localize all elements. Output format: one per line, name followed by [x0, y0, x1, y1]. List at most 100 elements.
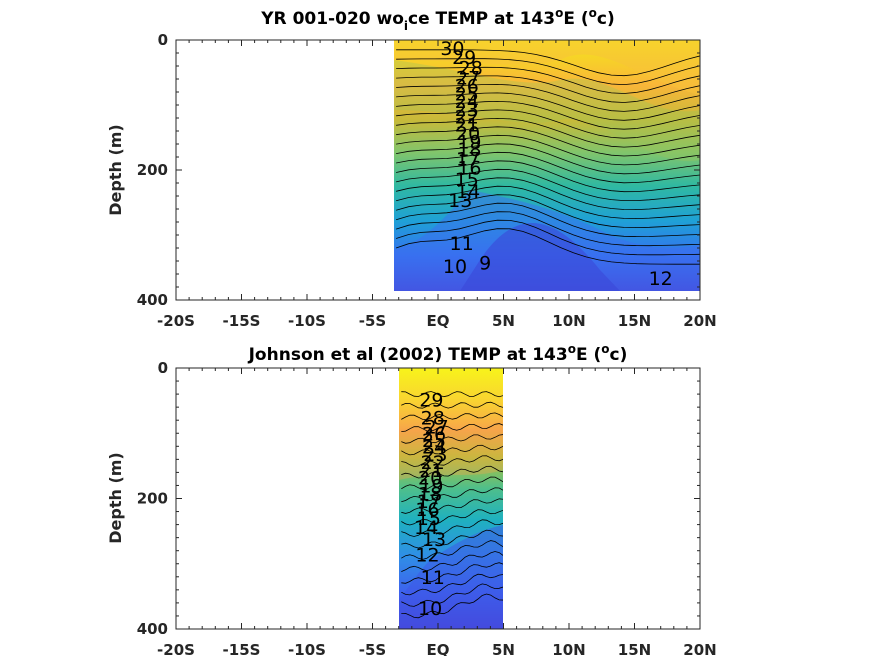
bottom-contour-label: 12 — [415, 545, 439, 567]
top-contour-line — [396, 58, 700, 86]
top-contour-label: 13 — [448, 190, 472, 212]
top-x-tick-label: 10N — [552, 312, 585, 330]
top-contour-label: 27 — [456, 68, 480, 90]
top-contour-label: 25 — [455, 83, 479, 105]
bottom-contour-label: 11 — [421, 567, 445, 589]
bottom-x-tick-label: EQ — [427, 641, 450, 656]
bottom-contour-label: 19 — [419, 475, 443, 497]
bottom-x-tick-label: -10S — [288, 641, 326, 656]
bottom-contour-label: 27 — [425, 417, 449, 439]
bottom-contour-line — [401, 583, 503, 607]
top-contour-label: 11 — [449, 233, 473, 255]
top-contour-label: 29 — [452, 47, 476, 69]
top-warm-layer — [394, 40, 700, 95]
top-contour-line — [396, 168, 700, 201]
bottom-contour-line — [401, 573, 503, 596]
bottom-contour-label: 26 — [422, 423, 446, 445]
top-contour-line — [396, 177, 700, 211]
bottom-x-tick-labels: -20S -15S -10S -5S EQ 5N 10N 15N 20N — [157, 641, 717, 656]
top-contour-label: 26 — [455, 76, 479, 98]
bottom-contour-line — [401, 487, 503, 503]
bottom-y-tick-label: 200 — [137, 490, 168, 508]
bottom-y-tick-labels: 0 200 400 — [137, 359, 168, 638]
bottom-contour-label: 16 — [415, 499, 439, 521]
top-contour-line — [396, 109, 700, 139]
top-chart-title: YR 001-020 woice TEMP at 143oE (oc) — [260, 6, 615, 33]
top-contour-label: 10 — [443, 256, 467, 278]
top-contour-line — [395, 194, 700, 229]
top-contour-line — [396, 160, 700, 193]
top-contour-label: 14 — [456, 181, 480, 203]
bottom-y-tick-label: 0 — [158, 359, 168, 377]
top-x-tick-label: 15N — [618, 312, 651, 330]
bottom-contour-line — [401, 551, 503, 572]
bottom-cold-layer — [399, 525, 503, 629]
top-x-tick-label: -20S — [157, 312, 195, 330]
bottom-x-tick-label: -5S — [359, 641, 386, 656]
bottom-contour-line — [401, 593, 503, 619]
top-contour-label: 16 — [457, 157, 481, 179]
bottom-contour-label: 20 — [418, 468, 442, 490]
bottom-ticks — [175, 367, 701, 630]
bottom-contour-label: 21 — [419, 460, 443, 482]
bottom-contour-line — [401, 412, 503, 421]
top-contour-line — [396, 134, 700, 166]
top-contour-line — [395, 211, 700, 247]
top-y-tick-labels: 0 200 400 — [137, 31, 168, 309]
bottom-x-tick-label: 10N — [552, 641, 585, 656]
top-contour-label: 19 — [457, 131, 481, 153]
top-contour-line — [396, 66, 700, 94]
top-contour-label: 21 — [455, 115, 479, 137]
bottom-contour-label: 13 — [422, 529, 446, 551]
bottom-contour-line — [401, 529, 503, 549]
top-x-tick-label: -5S — [359, 312, 386, 330]
bottom-contour-label: 29 — [419, 389, 443, 411]
top-x-tick-label: 20N — [683, 312, 716, 330]
top-chart: YR 001-020 woice TEMP at 143oE (oc) 3029… — [106, 6, 717, 330]
top-contour-label: 17 — [456, 148, 480, 170]
top-ticks — [175, 39, 701, 301]
bottom-contour-line — [401, 540, 503, 560]
top-contour-label: 23 — [455, 99, 479, 121]
bottom-contour-line — [401, 498, 503, 514]
bottom-contour-label: 28 — [421, 408, 445, 430]
top-x-tick-label: -10S — [288, 312, 326, 330]
top-contour-label: 20 — [456, 123, 480, 145]
bottom-contour-label: 17 — [417, 491, 441, 513]
top-contour-label: 18 — [457, 139, 481, 161]
bottom-contour-line — [401, 509, 503, 526]
top-x-tick-label: -15S — [223, 312, 261, 330]
top-contour-line — [395, 228, 700, 265]
bottom-contour-line — [401, 455, 503, 467]
bottom-contour-line — [401, 444, 503, 456]
top-x-tick-label: 5N — [492, 312, 515, 330]
top-contour-label: 12 — [649, 268, 673, 290]
bottom-contour-line — [401, 465, 503, 479]
top-y-tick-label: 0 — [158, 31, 168, 49]
top-contour-line — [395, 219, 700, 256]
bottom-contour-line — [401, 434, 503, 444]
top-contour-label: 22 — [455, 107, 479, 129]
bottom-contour-line — [401, 401, 503, 409]
bottom-x-tick-label: -15S — [223, 641, 261, 656]
top-contour-label: 15 — [455, 169, 479, 191]
bottom-contour-label: 25 — [422, 430, 446, 452]
bottom-contour-label: 14 — [414, 517, 438, 539]
top-contour-line — [396, 151, 700, 184]
top-contour-label: 28 — [459, 57, 483, 79]
top-heatmap — [394, 40, 700, 291]
top-cold-dome — [460, 222, 620, 291]
bottom-x-tick-label: -20S — [157, 641, 195, 656]
bottom-contour-label: 23 — [423, 444, 447, 466]
bottom-contour-label: 15 — [417, 508, 441, 530]
bottom-contour-label: 24 — [422, 436, 446, 458]
top-contour-line — [396, 49, 700, 77]
top-contour-line — [395, 202, 700, 238]
bottom-contour-line — [401, 562, 503, 584]
top-x-tick-labels: -20S -15S -10S -5S EQ 5N 10N 15N 20N — [157, 312, 717, 330]
bottom-contour-line — [401, 423, 503, 432]
top-contour-line — [396, 117, 700, 148]
